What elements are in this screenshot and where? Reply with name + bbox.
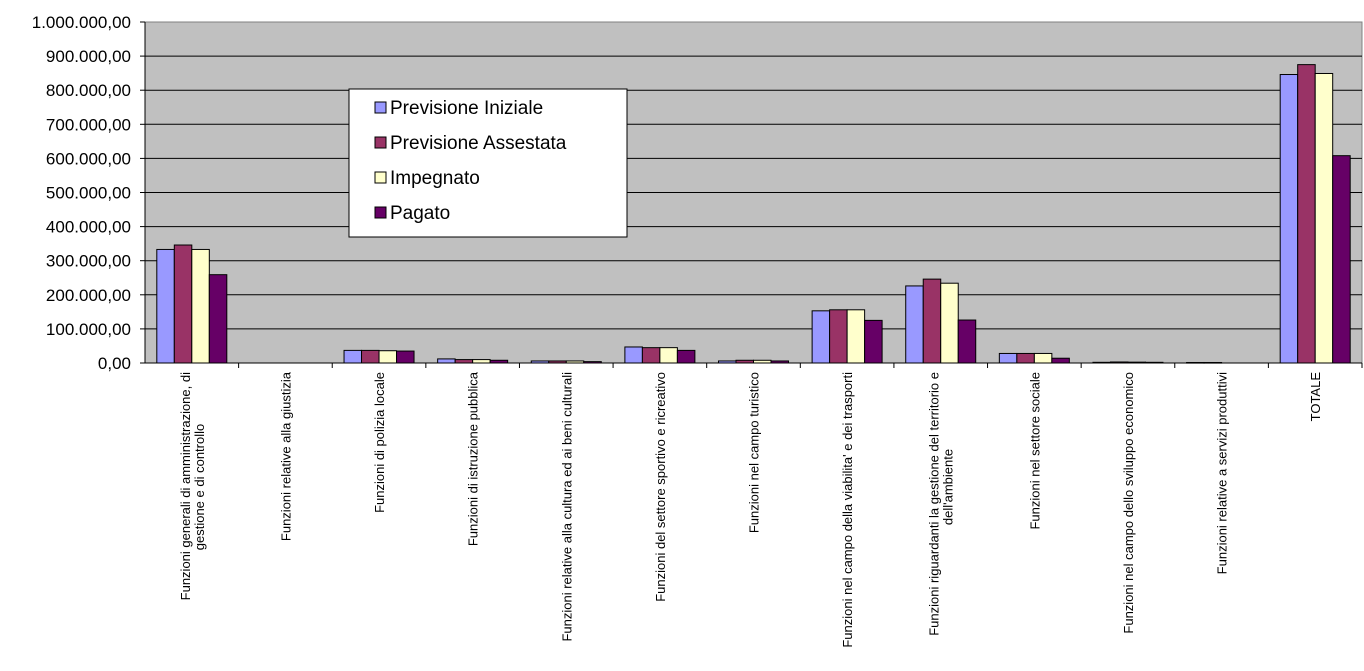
bar	[1016, 352, 1035, 364]
x-category-label-line: Funzioni di polizia locale	[372, 372, 387, 513]
bar	[173, 244, 193, 364]
bar	[1051, 357, 1070, 364]
y-tick-label: 600.000,00	[46, 149, 131, 168]
x-category-label-line: Funzioni nel campo della viabilita' e de…	[840, 372, 855, 648]
y-tick-label: 100.000,00	[46, 320, 131, 339]
bar	[829, 309, 848, 364]
legend-swatch	[374, 206, 387, 219]
bar	[156, 248, 175, 364]
y-tick-label: 400.000,00	[46, 218, 131, 237]
bar	[1332, 155, 1351, 364]
y-tick-label: 300.000,00	[46, 252, 131, 271]
bar	[454, 359, 474, 364]
bar	[659, 347, 678, 364]
bar	[1186, 361, 1205, 364]
x-category-label-line: gestione e di controllo	[192, 424, 207, 550]
y-tick-label: 500.000,00	[46, 184, 131, 203]
bar	[846, 309, 866, 364]
x-category-label-line: Funzioni nel campo dello sviluppo econom…	[1121, 372, 1136, 634]
x-category-label-line: TOTALE	[1308, 372, 1323, 422]
x-category-label-line: Funzioni riguardanti la gestione del ter…	[927, 372, 942, 636]
bar	[905, 285, 924, 364]
legend-label: Previsione Iniziale	[390, 98, 543, 119]
y-tick-label: 700.000,00	[46, 115, 131, 134]
bar	[624, 346, 643, 364]
bar	[641, 347, 661, 364]
bar	[191, 248, 210, 364]
bar	[208, 274, 228, 364]
x-category-label-line: Funzioni relative alla cultura ed ai ben…	[559, 372, 574, 642]
y-tick-label: 800.000,00	[46, 81, 131, 100]
bar	[1314, 72, 1334, 364]
bar	[940, 282, 959, 364]
legend-box	[348, 88, 628, 238]
bar	[437, 358, 456, 364]
bar	[811, 310, 831, 364]
bar	[1127, 361, 1146, 364]
x-category-label-line: Funzioni nel campo turistico	[747, 372, 762, 533]
legend-swatch	[374, 136, 387, 149]
bar	[530, 360, 550, 364]
bar	[1297, 64, 1316, 364]
x-category-label-line: Funzioni relative a servizi produttivi	[1215, 372, 1230, 574]
bar	[753, 359, 772, 364]
bar	[1279, 74, 1299, 364]
x-category-label-line: Funzioni di istruzione pubblica	[466, 371, 481, 546]
bar	[565, 360, 585, 364]
bar	[957, 319, 977, 364]
bar	[676, 349, 696, 364]
y-tick-label: 0,00	[98, 354, 131, 373]
legend-swatch	[374, 101, 387, 114]
bar	[396, 350, 415, 364]
y-tick-label: 900.000,00	[46, 47, 131, 66]
bar	[922, 278, 942, 364]
x-category-label-line: Funzioni nel settore sociale	[1027, 372, 1042, 530]
bar	[1109, 361, 1129, 364]
legend-swatch	[374, 171, 387, 184]
bar	[864, 319, 883, 364]
x-category-label-line: dell'ambiente	[941, 449, 956, 525]
bar	[998, 352, 1018, 364]
bar	[343, 349, 363, 364]
legend-label: Impegnato	[390, 168, 480, 189]
y-tick-label: 200.000,00	[46, 286, 131, 305]
legend-label: Pagato	[390, 203, 450, 224]
bar	[770, 360, 789, 364]
bar	[472, 359, 491, 364]
bar	[1203, 361, 1223, 364]
bar	[378, 350, 398, 364]
y-tick-label: 1.000.000,00	[32, 13, 131, 32]
x-category-label-line: Funzioni del settore sportivo e ricreati…	[653, 372, 668, 602]
bar	[1033, 352, 1053, 364]
bar	[361, 349, 380, 364]
bar	[583, 361, 602, 364]
bar	[1144, 361, 1164, 364]
bar	[548, 360, 567, 364]
bar	[489, 359, 509, 364]
x-category-label-line: Funzioni generali di amministrazione, di	[178, 372, 193, 600]
legend-label: Previsione Assestata	[390, 133, 567, 154]
bar	[1092, 361, 1111, 364]
bar	[718, 360, 737, 364]
x-category-label-line: Funzioni relative alla giustizia	[278, 371, 293, 541]
bar	[735, 359, 754, 364]
